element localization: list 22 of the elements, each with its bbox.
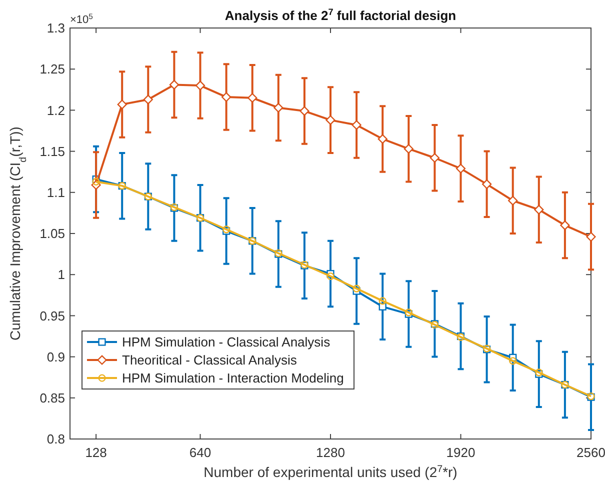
legend-label: HPM Simulation - Classical Analysis xyxy=(122,334,331,350)
y-tick-label: 1.3 xyxy=(46,20,65,36)
y-tick-label: 1.05 xyxy=(40,226,65,242)
y-tick-label: 1 xyxy=(58,267,65,282)
y-tick-label: 1.1 xyxy=(46,184,65,200)
x-tick-label: 1920 xyxy=(446,445,476,460)
y-tick-label: 0.95 xyxy=(40,308,65,324)
x-tick-label: 1280 xyxy=(316,445,345,460)
y-tick-label: 0.8 xyxy=(46,432,65,447)
x-tick-label: 128 xyxy=(85,445,107,460)
y-tick-label: 1.2 xyxy=(46,102,65,118)
y-tick-label: 1.25 xyxy=(40,62,65,77)
legend-label: Theoritical - Classical Analysis xyxy=(122,352,298,368)
y-tick-label: 1.15 xyxy=(40,144,65,159)
legend-label: HPM Simulation - Interaction Modeling xyxy=(122,370,344,386)
x-tick-label: 2560 xyxy=(576,445,605,460)
y-tick-label: 0.85 xyxy=(40,390,65,406)
chart-title: Analysis of the 2$^{7}$ full factorial design xyxy=(224,7,456,23)
y-tick-label: 0.9 xyxy=(46,349,65,364)
x-tick-label: 640 xyxy=(189,445,212,460)
text: ×10$^{5}$ xyxy=(70,12,93,26)
x-axis-title: Number of experimental units used (2$^{7}$*r) xyxy=(204,464,458,480)
